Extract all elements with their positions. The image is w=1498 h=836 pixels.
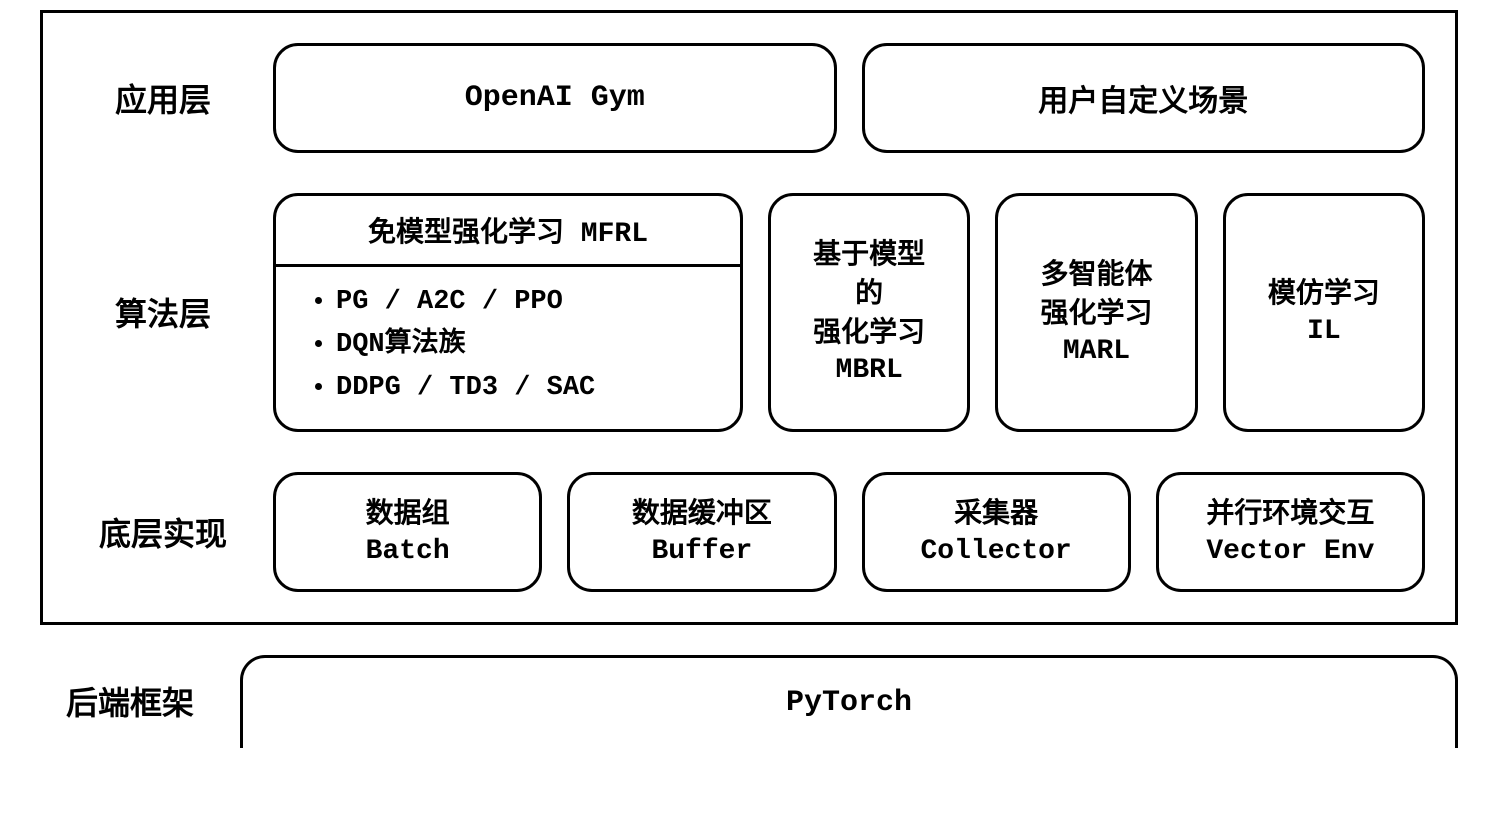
mfrl-body: PG / A2C / PPO DQN算法族 DDPG / TD3 / SAC — [276, 267, 740, 429]
backend-layer-row: 后端框架 PyTorch — [40, 655, 1458, 748]
mfrl-item-2: DQN算法族 — [336, 324, 710, 367]
implementation-layer-content: 数据组 Batch 数据缓冲区 Buffer 采集器 Collector 并行环… — [273, 472, 1425, 592]
collector-box: 采集器 Collector — [862, 472, 1131, 592]
marl-line3: MARL — [1063, 332, 1130, 371]
marl-line1: 多智能体 — [1040, 254, 1152, 293]
implementation-layer-row: 底层实现 数据组 Batch 数据缓冲区 Buffer 采集器 Collecto… — [73, 472, 1425, 592]
algorithm-layer-row: 算法层 免模型强化学习 MFRL PG / A2C / PPO DQN算法族 D… — [73, 193, 1425, 432]
backend-layer-label: 后端框架 — [40, 678, 220, 724]
implementation-layer-label: 底层实现 — [73, 509, 253, 555]
architecture-outer-box: 应用层 OpenAI Gym 用户自定义场景 算法层 免模型强化学习 MFRL … — [40, 10, 1458, 625]
mfrl-item-1: PG / A2C / PPO — [336, 281, 710, 324]
mbrl-line4: MBRL — [836, 351, 903, 390]
vectorenv-en: Vector Env — [1206, 532, 1374, 571]
application-layer-row: 应用层 OpenAI Gym 用户自定义场景 — [73, 43, 1425, 153]
mbrl-line3: 强化学习 — [813, 312, 925, 351]
application-layer-content: OpenAI Gym 用户自定义场景 — [273, 43, 1425, 153]
mfrl-item-3: DDPG / TD3 / SAC — [336, 367, 710, 410]
il-box: 模仿学习 IL — [1223, 193, 1425, 432]
buffer-box: 数据缓冲区 Buffer — [567, 472, 836, 592]
marl-box: 多智能体 强化学习 MARL — [995, 193, 1197, 432]
openai-gym-box: OpenAI Gym — [273, 43, 837, 153]
vectorenv-cn: 并行环境交互 — [1206, 493, 1374, 532]
pytorch-box: PyTorch — [240, 655, 1458, 748]
mbrl-box: 基于模型 的 强化学习 MBRL — [768, 193, 970, 432]
mbrl-line1: 基于模型 — [813, 234, 925, 273]
batch-en: Batch — [366, 532, 450, 571]
collector-cn: 采集器 — [954, 493, 1038, 532]
il-line1: 模仿学习 — [1268, 273, 1380, 312]
mfrl-box: 免模型强化学习 MFRL PG / A2C / PPO DQN算法族 DDPG … — [273, 193, 743, 432]
collector-en: Collector — [921, 532, 1072, 571]
mbrl-line2: 的 — [855, 273, 883, 312]
vectorenv-box: 并行环境交互 Vector Env — [1156, 472, 1425, 592]
il-line2: IL — [1307, 312, 1341, 351]
buffer-cn: 数据缓冲区 — [632, 493, 772, 532]
marl-line2: 强化学习 — [1040, 293, 1152, 332]
batch-cn: 数据组 — [366, 493, 450, 532]
application-layer-label: 应用层 — [73, 75, 253, 121]
buffer-en: Buffer — [651, 532, 752, 571]
algorithm-layer-label: 算法层 — [73, 289, 253, 335]
user-custom-scenario-box: 用户自定义场景 — [862, 43, 1426, 153]
algorithm-layer-content: 免模型强化学习 MFRL PG / A2C / PPO DQN算法族 DDPG … — [273, 193, 1425, 432]
backend-layer-content: PyTorch — [240, 655, 1458, 748]
batch-box: 数据组 Batch — [273, 472, 542, 592]
mfrl-title: 免模型强化学习 MFRL — [276, 196, 740, 267]
